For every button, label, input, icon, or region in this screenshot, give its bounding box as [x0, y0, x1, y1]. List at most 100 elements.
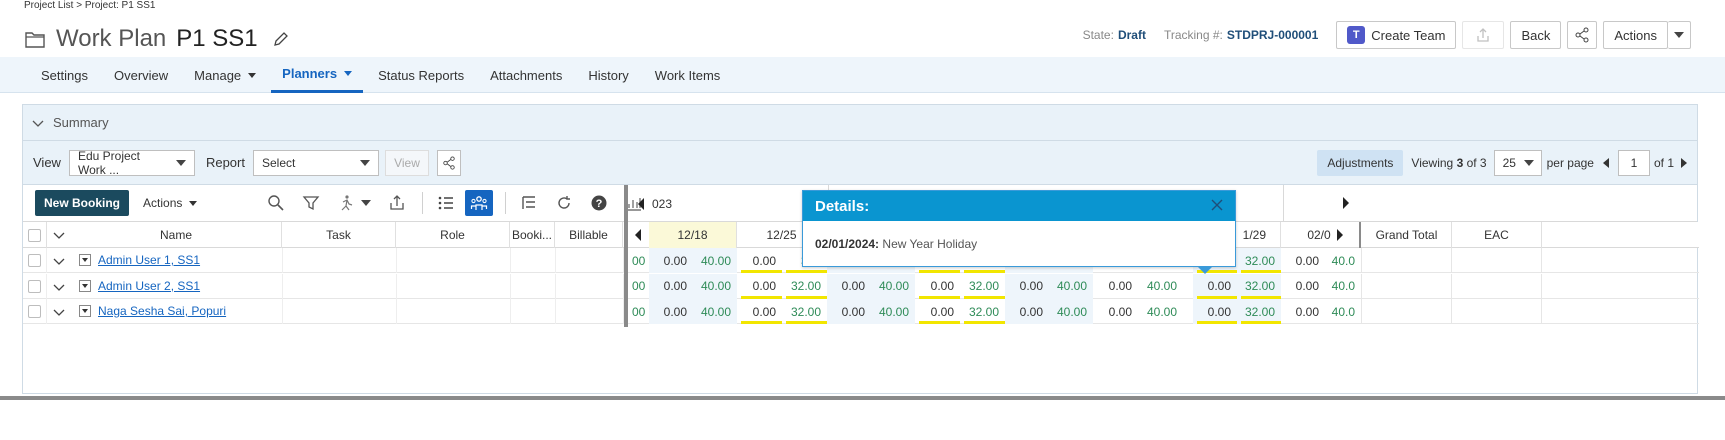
row-menu-toggle[interactable] — [79, 254, 91, 266]
resource-view-button[interactable] — [465, 190, 494, 216]
refresh-icon[interactable] — [555, 194, 573, 212]
hours-cell[interactable]: 32.00 — [968, 279, 999, 293]
hours-cell[interactable]: 40.00 — [693, 273, 737, 299]
tab-attachments[interactable]: Attachments — [490, 67, 563, 83]
timeline-next-icon[interactable] — [1336, 229, 1343, 241]
pencil-icon[interactable] — [272, 30, 290, 48]
hours-cell[interactable]: 0.00 — [752, 253, 776, 268]
hours-cell[interactable]: 32.00 — [968, 304, 999, 319]
row-checkbox[interactable] — [28, 254, 41, 267]
hours-cell[interactable]: 40.00 — [1146, 304, 1177, 319]
tab-settings[interactable]: Settings — [41, 67, 88, 83]
view-select[interactable]: Edu Project Work ... — [68, 149, 195, 177]
actions-button[interactable]: Actions — [1603, 21, 1668, 49]
run-icon[interactable] — [337, 194, 355, 212]
resource-name-link[interactable]: Naga Sesha Sai, Popuri — [98, 304, 227, 318]
column-grand-total[interactable]: Grand Total — [1362, 222, 1452, 248]
summary-header[interactable]: Summary — [23, 105, 1697, 141]
hours-cell[interactable]: 0.00 — [1108, 279, 1132, 293]
hours-cell[interactable]: 0.00 — [1005, 273, 1049, 299]
column-name[interactable]: Name — [71, 222, 282, 248]
tab-status-reports[interactable]: Status Reports — [378, 67, 465, 83]
expand-all-cell[interactable] — [47, 222, 71, 248]
prev-page-icon[interactable] — [1602, 157, 1609, 168]
row-menu-toggle[interactable] — [79, 279, 91, 292]
hours-cell[interactable]: 32.00 — [790, 279, 821, 293]
column-eac[interactable]: EAC — [1452, 222, 1542, 248]
hours-cell[interactable]: 40.00 — [1146, 279, 1177, 293]
hours-cell[interactable]: 40.00 — [1049, 273, 1093, 299]
new-booking-button[interactable]: New Booking — [35, 190, 130, 216]
hours-cell[interactable]: 0.00 — [930, 304, 954, 319]
hours-cell[interactable]: 40.00 — [1049, 299, 1093, 324]
select-all-checkbox[interactable] — [28, 228, 41, 242]
row-checkbox[interactable] — [28, 279, 41, 293]
chart-icon[interactable] — [625, 194, 643, 212]
hours-cell[interactable]: 0.00 — [1005, 299, 1049, 324]
tab-history[interactable]: History — [588, 67, 629, 83]
hours-cell[interactable]: 40.0 — [1331, 253, 1355, 268]
hours-cell[interactable]: 0.00 — [752, 279, 776, 293]
hours-cell[interactable]: 0.00 — [1193, 273, 1237, 299]
hours-cell[interactable]: 0.00 — [649, 299, 693, 324]
date-prev-cell[interactable] — [627, 222, 649, 248]
filter-icon[interactable] — [302, 194, 320, 212]
hours-cell[interactable]: 0.00 — [827, 273, 871, 299]
hours-cell[interactable]: 0.00 — [649, 273, 693, 299]
hours-cell[interactable]: 0.00 — [1295, 304, 1319, 319]
tab-overview[interactable]: Overview — [113, 67, 169, 83]
chevron-down-icon[interactable] — [53, 281, 65, 293]
hours-cell[interactable]: 00 — [632, 304, 646, 319]
page-size-select[interactable]: 25 — [1493, 149, 1542, 176]
help-icon[interactable]: ? — [590, 194, 608, 212]
hours-cell[interactable]: 0.00 — [1295, 253, 1319, 268]
create-team-button[interactable]: T Create Team — [1336, 21, 1457, 49]
resource-name-link[interactable]: Admin User 1, SS1 — [98, 253, 201, 267]
report-select[interactable]: Select — [252, 149, 379, 176]
column-role[interactable]: Role — [396, 222, 510, 248]
hours-cell[interactable]: 40.0 — [1331, 279, 1355, 293]
hours-cell[interactable]: 0.00 — [752, 304, 776, 319]
hours-cell[interactable]: 00 — [632, 279, 646, 293]
table-row[interactable]: Naga Sesha Sai, Popuri 00 0.00 40.00 0.00 32.… — [23, 299, 1699, 324]
hours-cell[interactable]: 0.00 — [1108, 304, 1132, 319]
share-button[interactable] — [1567, 21, 1598, 49]
hours-cell[interactable]: 32.00 — [1237, 273, 1281, 299]
hours-cell[interactable]: 40.00 — [693, 299, 737, 324]
adjustments-button[interactable]: Adjustments — [1317, 149, 1404, 176]
hours-cell[interactable]: 0.00 — [827, 299, 871, 324]
export-icon[interactable] — [388, 194, 406, 212]
actions-dropdown[interactable] — [1668, 21, 1691, 49]
close-icon[interactable] — [1211, 199, 1223, 211]
hierarchy-icon[interactable] — [520, 194, 538, 212]
share-view-button[interactable] — [436, 149, 461, 176]
row-checkbox[interactable] — [28, 305, 41, 318]
tab-planners[interactable]: Planners — [271, 57, 364, 93]
row-menu-toggle[interactable] — [79, 305, 91, 317]
bottom-scrollbar[interactable] — [0, 396, 1725, 400]
chevron-down-icon[interactable] — [53, 306, 65, 318]
resource-name-link[interactable]: Admin User 2, SS1 — [98, 278, 201, 293]
hours-cell[interactable]: 40.0 — [1331, 304, 1355, 319]
next-page-icon[interactable] — [1681, 157, 1687, 168]
hours-cell[interactable]: 40.00 — [693, 248, 737, 273]
tab-work-items[interactable]: Work Items — [654, 67, 721, 83]
timeline-next-icon[interactable] — [1343, 197, 1349, 209]
table-row[interactable]: Admin User 2, SS1 00 0.00 40.00 0.00 32.00 0.0… — [23, 273, 1699, 299]
hours-cell[interactable]: 0.00 — [1295, 279, 1319, 293]
hours-cell[interactable]: 32.00 — [1237, 299, 1281, 324]
actions-split-button[interactable]: Actions — [1603, 21, 1691, 49]
column-billable[interactable]: Billable — [555, 222, 623, 248]
hours-cell[interactable]: 00 — [632, 253, 646, 268]
hours-cell[interactable]: 32.00 — [1237, 248, 1281, 273]
hours-cell[interactable]: 32.00 — [790, 304, 821, 319]
hours-cell[interactable]: 40.00 — [871, 299, 915, 324]
grid-actions-menu[interactable]: Actions — [143, 196, 198, 210]
back-button[interactable]: Back — [1510, 21, 1562, 49]
chevron-down-icon[interactable] — [361, 200, 372, 206]
timeline-prev-icon[interactable] — [638, 197, 644, 210]
view-button[interactable]: View — [384, 149, 429, 176]
chevron-down-icon[interactable] — [53, 255, 65, 267]
hours-cell[interactable]: 40.00 — [871, 273, 915, 299]
hours-cell[interactable]: 0.00 — [649, 248, 693, 273]
